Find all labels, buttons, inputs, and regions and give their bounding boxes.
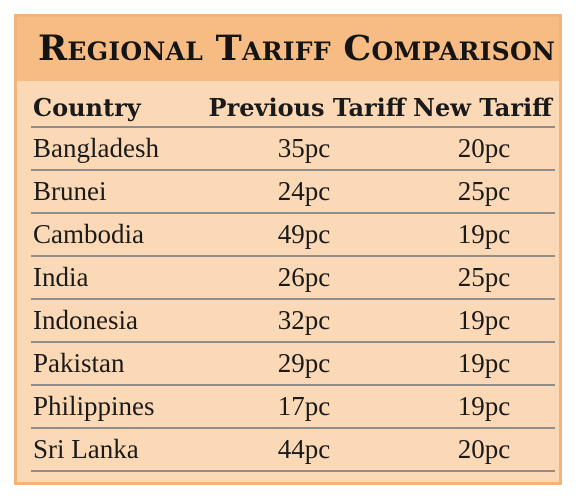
- country-cell: Pakistan: [33, 348, 125, 378]
- previous-tariff-cell: 17pc: [277, 391, 331, 421]
- table-row: Indonesia 32pc 19pc: [31, 300, 555, 343]
- new-tariff-cell: 20pc: [457, 434, 511, 464]
- table-row: Pakistan 29pc 19pc: [31, 343, 555, 386]
- new-tariff-cell: 19pc: [457, 348, 511, 378]
- country-cell: India: [33, 262, 89, 292]
- country-cell: Philippines: [33, 391, 155, 421]
- tariff-card: Regional Tariff Comparison Country Previ…: [14, 14, 562, 485]
- column-header-previous-tariff: Previous Tariff: [208, 92, 406, 122]
- table-row: India 26pc 25pc: [31, 257, 555, 300]
- table-row: Philippines 17pc 19pc: [31, 386, 555, 429]
- previous-tariff-cell: 49pc: [277, 219, 331, 249]
- country-cell: Sri Lanka: [33, 434, 139, 464]
- new-tariff-cell: 19pc: [457, 391, 511, 421]
- previous-tariff-cell: 35pc: [277, 133, 331, 163]
- new-tariff-cell: 19pc: [457, 305, 511, 335]
- new-tariff-cell: 25pc: [457, 262, 511, 292]
- previous-tariff-cell: 44pc: [277, 434, 331, 464]
- previous-tariff-cell: 24pc: [277, 176, 331, 206]
- column-header-country: Country: [33, 92, 141, 122]
- table-header-row: Country Previous Tariff New Tariff: [31, 88, 555, 128]
- table-title: Regional Tariff Comparison: [38, 28, 556, 69]
- new-tariff-cell: 19pc: [457, 219, 511, 249]
- new-tariff-cell: 25pc: [457, 176, 511, 206]
- new-tariff-cell: 20pc: [457, 133, 511, 163]
- table-row: Bangladesh 35pc 20pc: [31, 128, 555, 171]
- column-header-new-tariff: New Tariff: [413, 92, 552, 122]
- country-cell: Cambodia: [33, 219, 144, 249]
- country-cell: Indonesia: [33, 305, 138, 335]
- table-row: Brunei 24pc 25pc: [31, 171, 555, 214]
- title-bar: Regional Tariff Comparison: [17, 17, 559, 81]
- previous-tariff-cell: 29pc: [277, 348, 331, 378]
- country-cell: Bangladesh: [33, 133, 159, 163]
- previous-tariff-cell: 32pc: [277, 305, 331, 335]
- tariff-table: Country Previous Tariff New Tariff Bangl…: [31, 88, 555, 472]
- previous-tariff-cell: 26pc: [277, 262, 331, 292]
- table-row: Cambodia 49pc 19pc: [31, 214, 555, 257]
- table-row: Sri Lanka 44pc 20pc: [31, 429, 555, 472]
- country-cell: Brunei: [33, 176, 107, 206]
